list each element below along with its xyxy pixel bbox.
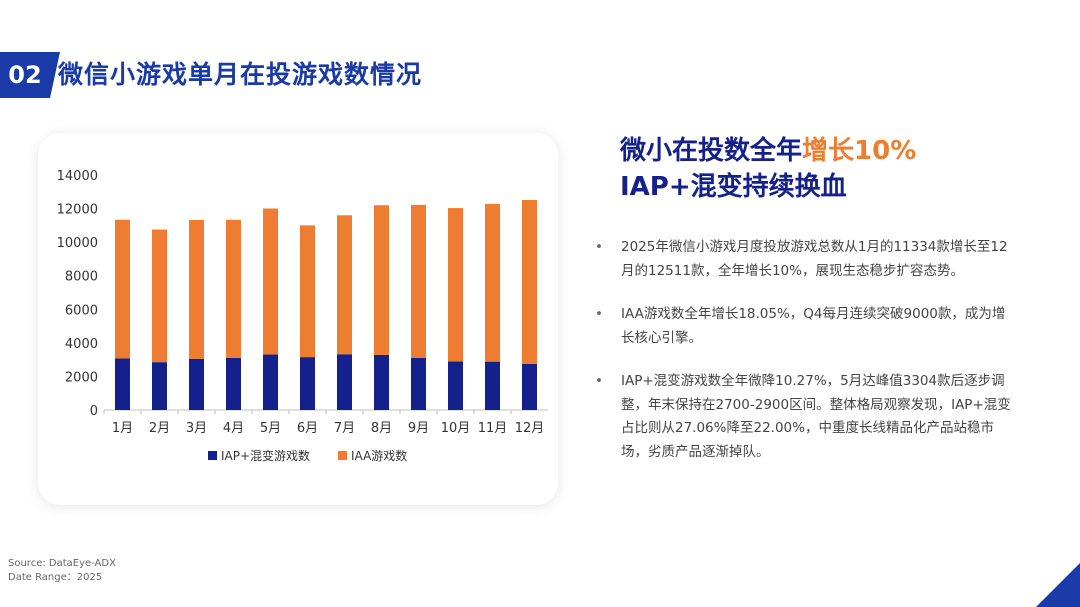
bar-iaa	[522, 199, 537, 364]
bar-iaa	[485, 203, 500, 362]
y-tick-label: 4000	[65, 337, 98, 352]
legend-swatch	[338, 451, 347, 460]
corner-decoration	[1036, 563, 1080, 607]
insight-item: IAP+混变游戏数全年微降10.27%，5月达峰值3304款后逐步调整，年末保持…	[595, 370, 1015, 464]
headline-line-1: 微小在投数全年增长10%	[620, 133, 916, 169]
legend-label: IAA游戏数	[351, 448, 407, 463]
y-tick-label: 0	[90, 404, 98, 419]
x-tick-label: 4月	[223, 421, 244, 436]
bar-iaa	[337, 215, 352, 355]
x-tick-label: 6月	[297, 421, 318, 436]
bar-iap	[448, 361, 463, 410]
x-tick-label: 8月	[371, 421, 392, 436]
x-tick-label: 10月	[441, 421, 471, 436]
insight-item: 2025年微信小游戏月度投放游戏总数从1月的11334款增长至12月的12511…	[595, 236, 1015, 283]
chart-card: 0 2000 4000 6000 8000 10000 12000 14000 1月 2月 3月 4月…	[38, 133, 558, 505]
x-tick-label: 11月	[478, 421, 508, 436]
y-tick-label: 10000	[57, 236, 98, 251]
headline: 微小在投数全年增长10% IAP+混变持续换血	[620, 133, 916, 205]
y-tick-label: 14000	[57, 169, 98, 184]
x-tick-label: 7月	[334, 421, 355, 436]
y-tick-label: 2000	[65, 370, 98, 385]
legend-swatch	[208, 451, 217, 460]
section-number-badge: 02	[0, 52, 60, 98]
bar-iap	[300, 357, 315, 410]
bar-iap	[374, 354, 389, 410]
bar-iap	[522, 363, 537, 410]
bar-iaa	[374, 205, 389, 355]
x-tick-label: 1月	[112, 421, 133, 436]
y-tick-label: 12000	[57, 203, 98, 218]
headline-prefix: 微小在投数全年	[620, 136, 803, 166]
bar-iaa	[263, 208, 278, 355]
legend-label: IAP+混变游戏数	[221, 448, 310, 463]
bar-iap	[115, 358, 130, 410]
x-tick-label: 9月	[408, 421, 429, 436]
bar-iaa	[226, 219, 241, 358]
date-range-line: Date Range：2025	[8, 572, 103, 583]
bar-iaa	[189, 219, 204, 359]
bar-iap	[152, 362, 167, 410]
bar-iaa	[152, 229, 167, 363]
source-line: Source: DataEye-ADX	[8, 558, 116, 569]
x-tick-label: 5月	[260, 421, 281, 436]
y-tick-label: 6000	[65, 303, 98, 318]
x-tick-label: 12月	[515, 421, 545, 436]
insight-list: 2025年微信小游戏月度投放游戏总数从1月的11334款增长至12月的12511…	[595, 236, 1015, 484]
bar-iaa	[115, 219, 130, 359]
stacked-bar-chart: 0 2000 4000 6000 8000 10000 12000 14000 1月 2月 3月 4月…	[57, 169, 548, 463]
bar-iaa	[300, 225, 315, 358]
bar-iap	[485, 361, 500, 410]
bar-iaa	[448, 208, 463, 362]
x-tick-label: 2月	[149, 421, 170, 436]
bar-iaa	[411, 204, 426, 358]
headline-accent: 增长10%	[802, 136, 917, 166]
bar-iap	[411, 357, 426, 410]
bar-iap	[263, 354, 278, 410]
x-tick-label: 3月	[186, 421, 207, 436]
source-note: Source: DataEye-ADX Date Range：2025	[8, 557, 116, 585]
bar-iap	[337, 354, 352, 410]
y-tick-label: 8000	[65, 270, 98, 285]
page-title: 微信小游戏单月在投游戏数情况	[58, 60, 423, 89]
bar-iap	[189, 358, 204, 410]
headline-line-2: IAP+混变持续换血	[620, 172, 847, 202]
insight-item: IAA游戏数全年增长18.05%，Q4每月连续突破9000款，成为增长核心引擎。	[595, 303, 1015, 350]
bar-iap	[226, 357, 241, 410]
